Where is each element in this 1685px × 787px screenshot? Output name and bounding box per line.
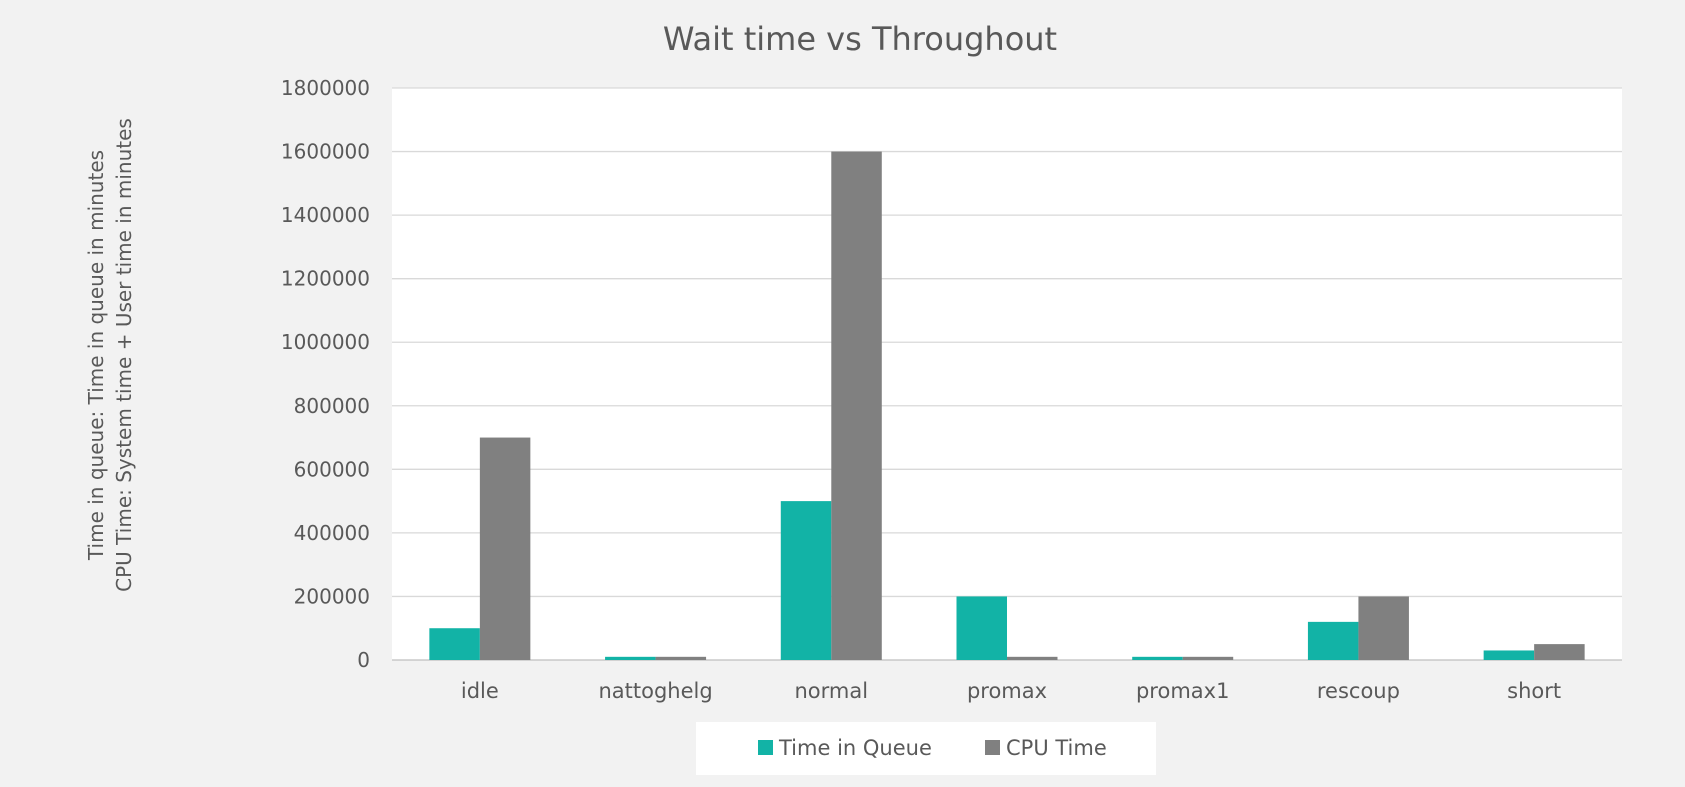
legend-label: CPU Time <box>1006 736 1107 760</box>
y-axis-ticks: 0 200000 400000 600000 800000 1000000 1200000 1… <box>281 76 370 672</box>
y-axis-title: Time in queue: Time in queue in minutes … <box>84 118 136 592</box>
bars <box>429 151 1585 661</box>
y-tick-label: 1800000 <box>281 76 370 100</box>
bar-nattoghelg-time-in-queue <box>605 656 656 660</box>
y-tick-label: 1600000 <box>281 140 370 164</box>
x-tick-label: short <box>1507 679 1561 703</box>
plot-area <box>392 88 1622 660</box>
x-tick-label: promax1 <box>1136 679 1229 703</box>
bar-promax1-cpu-time <box>1182 656 1234 660</box>
bar-promax-time-in-queue <box>956 596 1007 660</box>
x-tick-label: rescoup <box>1317 679 1400 703</box>
bar-short-time-in-queue <box>1483 650 1535 660</box>
bar-idle-time-in-queue <box>429 628 480 660</box>
legend: Time in Queue CPU Time <box>696 722 1156 775</box>
bar-rescoup-time-in-queue <box>1307 621 1359 660</box>
y-tick-label: 1000000 <box>281 330 370 354</box>
y-tick-label: 1400000 <box>281 203 370 227</box>
bar-normal-time-in-queue <box>780 501 832 660</box>
x-axis-ticks: idle nattoghelg normal promax promax1 rescoup… <box>461 679 1561 703</box>
bar-rescoup-cpu-time <box>1358 596 1409 660</box>
bar-promax1-time-in-queue <box>1132 656 1183 660</box>
gridlines <box>392 87 1622 661</box>
legend-swatch <box>985 740 1000 755</box>
chart-title: Wait time vs Throughout <box>663 20 1057 58</box>
legend-label: Time in Queue <box>778 736 932 760</box>
x-tick-label: nattoghelg <box>598 679 712 703</box>
x-tick-label: normal <box>794 679 868 703</box>
y-tick-label: 200000 <box>294 584 370 608</box>
y-tick-label: 800000 <box>294 394 370 418</box>
bar-nattoghelg-cpu-time <box>655 656 707 660</box>
bar-short-cpu-time <box>1534 644 1585 660</box>
bar-normal-cpu-time <box>831 151 882 661</box>
y-axis-title-line-1: Time in queue: Time in queue in minutes <box>84 150 108 561</box>
legend-swatch <box>758 740 773 755</box>
bar-promax-cpu-time <box>1007 656 1058 660</box>
bar-idle-cpu-time <box>479 437 531 660</box>
legend-items: Time in Queue CPU Time <box>758 736 1107 760</box>
y-tick-label: 600000 <box>294 457 370 481</box>
y-axis-title-line-2: CPU Time: System time + User time in min… <box>112 118 136 592</box>
y-tick-label: 1200000 <box>281 267 370 291</box>
x-tick-label: promax <box>967 679 1047 703</box>
y-tick-label: 0 <box>357 648 370 672</box>
y-tick-label: 400000 <box>294 521 370 545</box>
x-tick-label: idle <box>461 679 499 703</box>
